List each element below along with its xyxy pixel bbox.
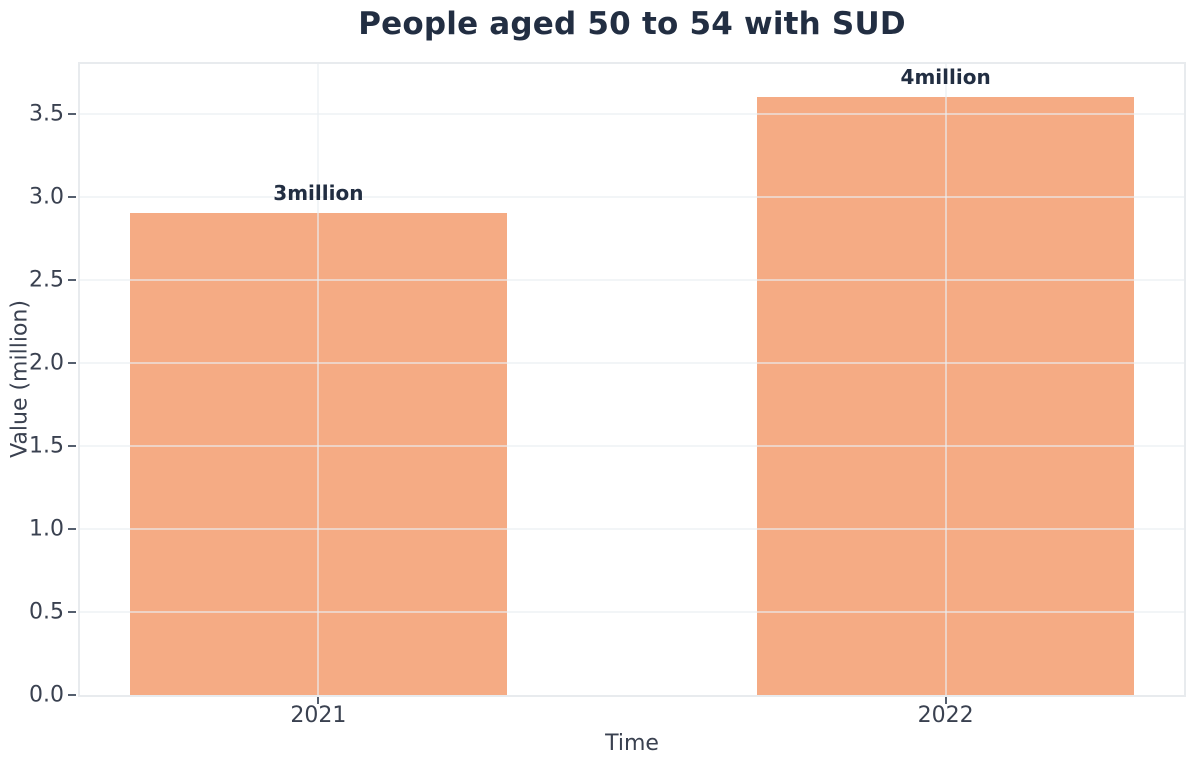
y-tick-mark [68, 195, 76, 198]
bar-value-label: 4million [900, 65, 991, 90]
y-tick-mark [68, 112, 76, 115]
horizontal-gridline [80, 278, 1184, 281]
horizontal-gridline [80, 444, 1184, 447]
plot-area: 3million 4million 0.0 0.5 1.0 1.5 2.0 2.5 3.0 3.5… [29, 62, 1186, 728]
chart-title: People aged 50 to 54 with SUD [358, 6, 906, 42]
y-tick-mark [68, 444, 76, 447]
y-tick-label: 1.0 [29, 516, 64, 542]
vertical-gridline [317, 64, 320, 695]
y-tick-mark [68, 527, 76, 530]
y-tick-label: 3.5 [29, 101, 64, 127]
y-tick-label: 0.0 [29, 682, 64, 708]
y-tick-label: 3.0 [29, 184, 64, 210]
y-tick-label: 0.5 [29, 599, 64, 625]
x-axis-label: Time [605, 731, 659, 756]
y-tick-mark [68, 610, 76, 613]
y-tick-mark [68, 361, 76, 364]
horizontal-gridline [80, 610, 1184, 613]
x-tick-label: 2021 [290, 703, 347, 728]
horizontal-gridline [80, 527, 1184, 530]
y-tick-label: 1.5 [29, 433, 64, 459]
y-tick-label: 2.5 [29, 267, 64, 293]
horizontal-gridline [80, 195, 1184, 198]
x-tick-mark [944, 697, 947, 704]
y-tick-label: 2.0 [29, 350, 64, 376]
bar-value-label: 3million [273, 181, 364, 206]
x-tick-mark [317, 697, 320, 704]
y-tick-mark [68, 278, 76, 281]
y-tick-mark [68, 694, 76, 696]
vertical-gridline [944, 64, 947, 695]
horizontal-gridline [80, 112, 1184, 115]
x-tick-label: 2022 [917, 703, 974, 728]
horizontal-gridline [80, 361, 1184, 364]
